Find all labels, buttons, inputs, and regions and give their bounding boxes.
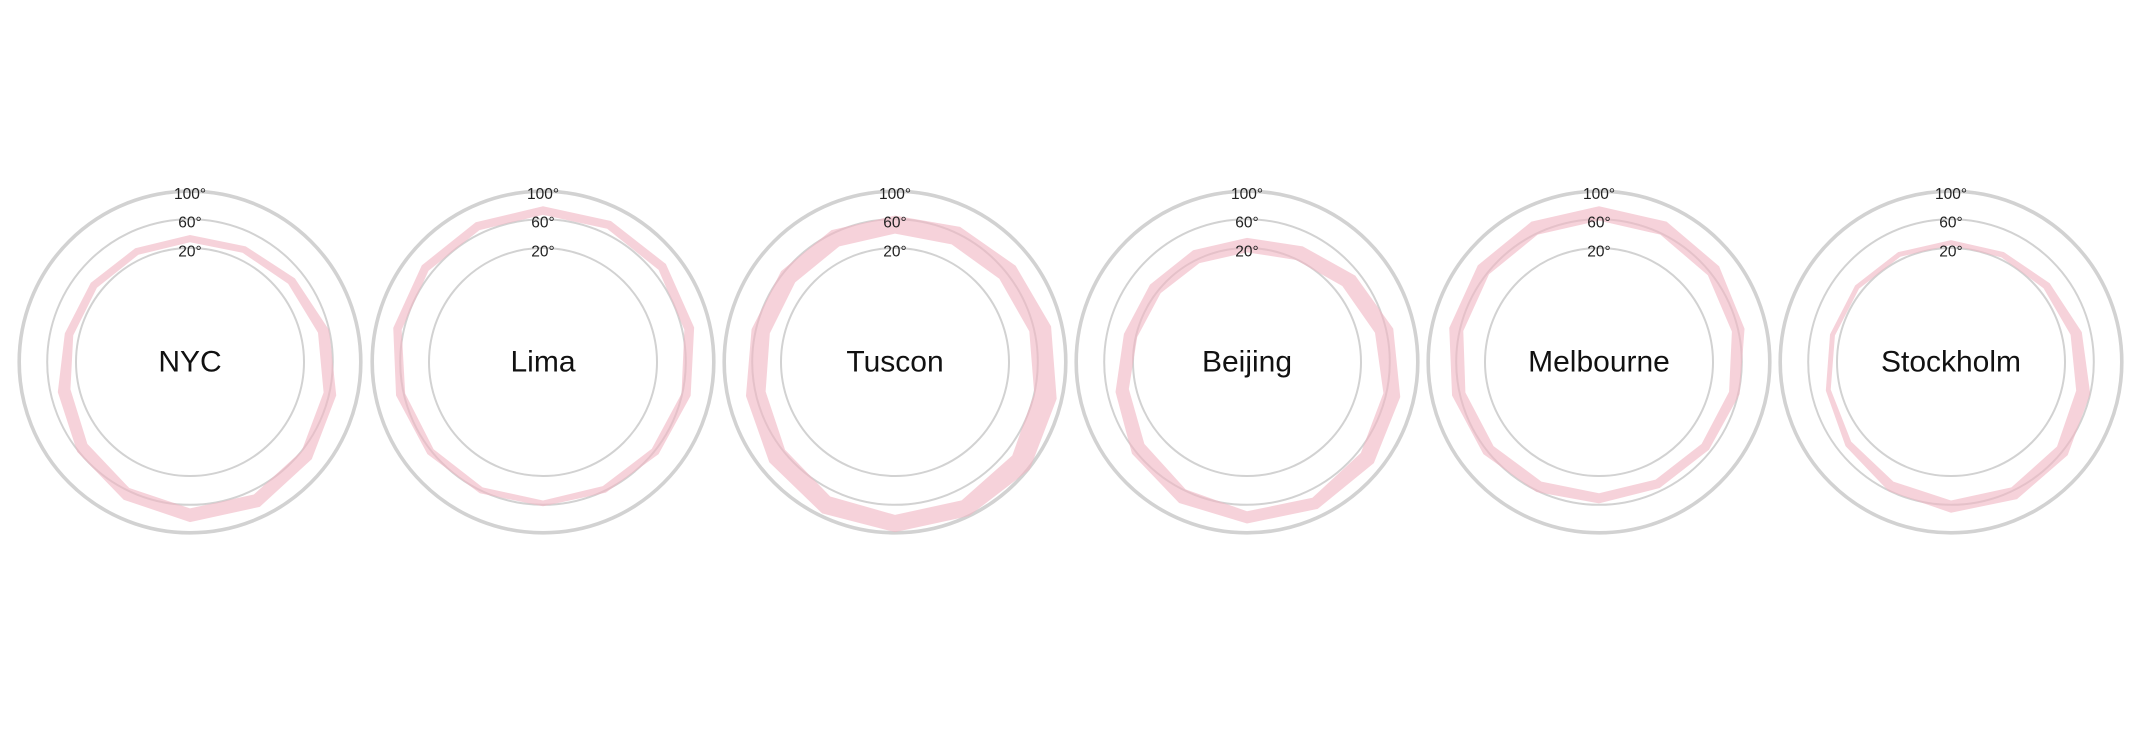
radial-chart-beijing: 20° 60° 100° Beijing bbox=[1074, 186, 1420, 535]
tick-label-60: 60° bbox=[883, 215, 906, 232]
temperature-band bbox=[1115, 237, 1401, 524]
city-label: Tuscon bbox=[846, 346, 943, 379]
grid-ring-60 bbox=[46, 218, 334, 506]
tick-label-60: 60° bbox=[178, 215, 201, 232]
grid-ring-100 bbox=[1778, 189, 2124, 535]
grid-ring-100 bbox=[722, 189, 1068, 535]
tick-label-100: 100° bbox=[174, 186, 206, 203]
tick-label-60: 60° bbox=[531, 215, 554, 232]
tick-label-20: 20° bbox=[883, 244, 906, 261]
radial-chart-nyc: 20° 60° 100° NYC bbox=[17, 186, 363, 535]
tick-label-20: 20° bbox=[1939, 244, 1962, 261]
radial-chart-lima: 20° 60° 100° Lima bbox=[370, 186, 716, 535]
tick-label-20: 20° bbox=[531, 244, 554, 261]
city-label: Stockholm bbox=[1881, 346, 2021, 379]
tick-label-60: 60° bbox=[1235, 215, 1258, 232]
grid-ring-20 bbox=[428, 247, 658, 477]
outer-ring bbox=[1076, 191, 1418, 533]
tick-label-100: 100° bbox=[527, 186, 559, 203]
tick-label-100: 100° bbox=[1935, 186, 1967, 203]
city-label: NYC bbox=[158, 346, 221, 379]
radial-chart-stockholm: 20° 60° 100° Stockholm bbox=[1778, 186, 2124, 535]
outer-ring bbox=[372, 191, 714, 533]
tick-label-20: 20° bbox=[178, 244, 201, 261]
grid-ring-100 bbox=[370, 189, 716, 535]
grid-ring-20 bbox=[1836, 247, 2066, 477]
grid-ring-20 bbox=[1484, 247, 1714, 477]
radial-chart-tuscon: 20° 60° 100° Tuscon bbox=[722, 186, 1068, 535]
grid-ring-100 bbox=[17, 189, 363, 535]
tick-label-20: 20° bbox=[1587, 244, 1610, 261]
temperature-band bbox=[57, 235, 337, 523]
tick-label-60: 60° bbox=[1587, 215, 1610, 232]
grid-ring-100 bbox=[1426, 189, 1772, 535]
city-label: Beijing bbox=[1202, 346, 1292, 379]
grid-ring-20 bbox=[780, 247, 1010, 477]
tick-label-60: 60° bbox=[1939, 215, 1962, 232]
tick-label-100: 100° bbox=[1231, 186, 1263, 203]
city-label: Melbourne bbox=[1528, 346, 1670, 379]
grid-ring-20 bbox=[75, 247, 305, 477]
outer-ring bbox=[1780, 191, 2122, 533]
tick-label-100: 100° bbox=[1583, 186, 1615, 203]
outer-ring bbox=[19, 191, 361, 533]
outer-ring bbox=[1428, 191, 1770, 533]
tick-label-100: 100° bbox=[879, 186, 911, 203]
grid-ring-100 bbox=[1074, 189, 1420, 535]
city-label: Lima bbox=[510, 346, 575, 379]
radial-chart-melbourne: 20° 60° 100° Melbourne bbox=[1426, 186, 1772, 535]
tick-label-20: 20° bbox=[1235, 244, 1258, 261]
